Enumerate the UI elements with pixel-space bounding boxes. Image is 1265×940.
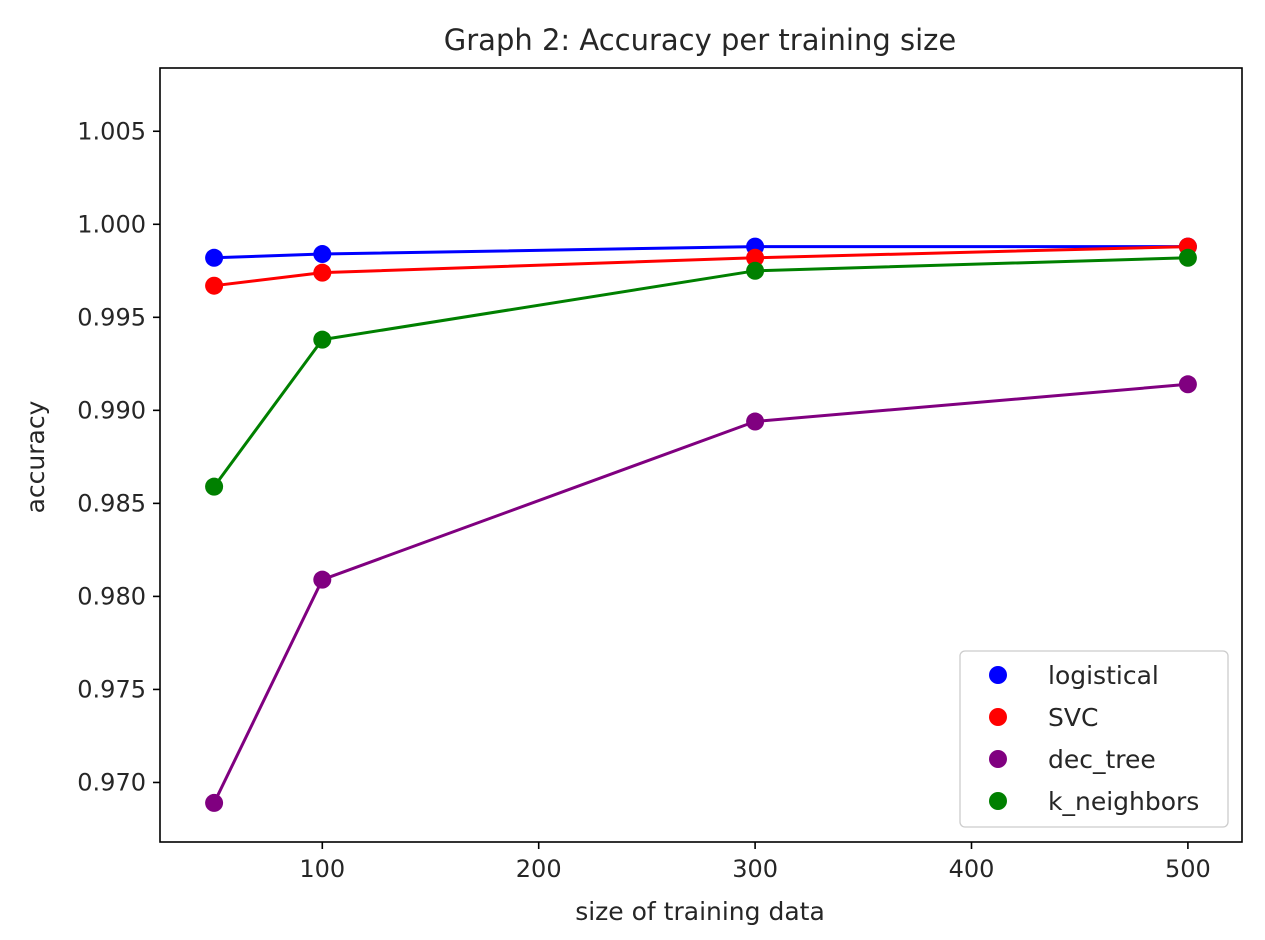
- x-axis-label: size of training data: [575, 897, 825, 926]
- series-line-dec-tree: [212, 382, 1190, 805]
- y-tick-label: 0.970: [77, 768, 146, 796]
- data-point-k-neighbors-100: [313, 330, 332, 349]
- legend-item-dec-tree: dec_tree: [989, 745, 1156, 774]
- legend-label: logistical: [1048, 661, 1159, 690]
- legend-marker: [989, 708, 1007, 726]
- x-tick-label: 500: [1165, 855, 1211, 883]
- legend-label: dec_tree: [1048, 745, 1156, 774]
- data-point-svc-50: [205, 276, 224, 295]
- y-axis: 0.970 0.975 0.980 0.985 0.990 0.995 1.000 1.005: [77, 117, 160, 796]
- legend-label: SVC: [1048, 703, 1098, 732]
- data-point-logistical-100: [313, 245, 332, 264]
- y-tick-label: 0.985: [77, 489, 146, 517]
- x-tick-label: 400: [949, 855, 995, 883]
- legend-marker: [989, 792, 1007, 810]
- plot-frame: [159, 67, 1243, 843]
- x-tick-label: 100: [299, 855, 345, 883]
- y-tick-label: 1.005: [77, 117, 146, 145]
- y-tick-label: 0.980: [77, 582, 146, 610]
- x-tick-label: 200: [516, 855, 562, 883]
- chart-title: Graph 2: Accuracy per training size: [444, 23, 956, 57]
- series-line-svc: [212, 245, 1190, 288]
- x-tick-label: 300: [732, 855, 778, 883]
- data-point-dec-tree-500: [1178, 375, 1197, 394]
- data-point-k-neighbors-300: [746, 261, 765, 280]
- series-dec-tree: [205, 375, 1197, 812]
- legend-marker: [989, 666, 1007, 684]
- series-k-neighbors: [205, 248, 1197, 496]
- y-tick-label: 1.000: [77, 210, 146, 238]
- legend-marker: [989, 750, 1007, 768]
- data-point-svc-300: [746, 248, 765, 267]
- data-point-k-neighbors-50: [205, 477, 224, 496]
- legend: logistical SVC dec_tree k_neighbors: [959, 650, 1229, 828]
- plot-area: [205, 237, 1197, 812]
- series-line-logistical: [212, 245, 1190, 260]
- y-tick-label: 0.995: [77, 303, 146, 331]
- x-axis: 100 200 300 400 500: [299, 842, 1211, 883]
- data-point-svc-100: [313, 263, 332, 282]
- data-point-dec-tree-50: [205, 793, 224, 812]
- y-axis-label: accuracy: [21, 400, 50, 513]
- y-tick-label: 0.990: [77, 396, 146, 424]
- data-point-logistical-50: [205, 248, 224, 267]
- data-point-dec-tree-100: [313, 570, 332, 589]
- series-svc: [205, 237, 1197, 295]
- y-tick-label: 0.975: [77, 675, 146, 703]
- data-point-dec-tree-300: [746, 412, 765, 431]
- legend-item-logistical: logistical: [989, 661, 1159, 690]
- data-point-k-neighbors-500: [1178, 248, 1197, 267]
- legend-label: k_neighbors: [1048, 787, 1199, 816]
- series-line-k-neighbors: [212, 256, 1190, 489]
- legend-item-k-neighbors: k_neighbors: [989, 787, 1199, 816]
- legend-item-svc: SVC: [989, 703, 1098, 732]
- legend-frame: [959, 650, 1229, 828]
